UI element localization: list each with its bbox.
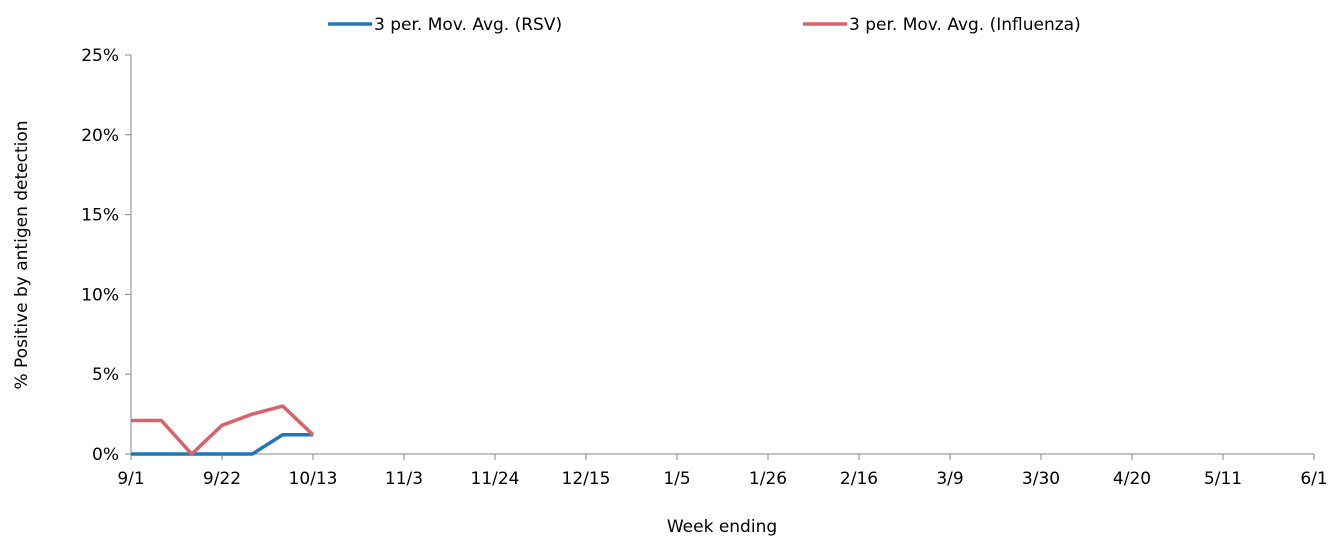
legend: 3 per. Mov. Avg. (RSV) 3 per. Mov. Avg. (…: [328, 15, 1081, 35]
x-tick-label: 1/26: [749, 469, 787, 489]
y-axis: 0% 5% 10% 15% 20% 25%: [81, 46, 132, 465]
x-tick-label: 12/15: [562, 469, 611, 489]
x-tick-label: 3/30: [1022, 469, 1060, 489]
legend-label-1: 3 per. Mov. Avg. (Influenza): [849, 15, 1081, 35]
y-tick-label: 20%: [81, 126, 119, 146]
x-tick-label: 11/24: [471, 469, 520, 489]
x-tick-label: 11/3: [385, 469, 423, 489]
x-tick-label: 9/1: [117, 469, 144, 489]
y-tick-label: 25%: [81, 46, 119, 66]
legend-label-0: 3 per. Mov. Avg. (RSV): [374, 15, 562, 35]
series-group: [131, 404, 315, 457]
y-tick-label: 0%: [92, 445, 119, 465]
x-axis-title: Week ending: [667, 517, 777, 537]
x-tick-label: 3/9: [936, 469, 963, 489]
y-axis-title: % Positive by antigen detection: [12, 120, 32, 389]
x-axis: 9/1 9/22 10/13 11/3 11/24 12/15 1/5 1/26 2/16 3/9…: [117, 453, 1328, 489]
series-line-0: [131, 433, 313, 456]
y-tick-label: 5%: [92, 365, 119, 385]
x-tick-label: 4/20: [1113, 469, 1151, 489]
y-tick-label: 10%: [81, 285, 119, 305]
x-tick-label: 6/1: [1300, 469, 1327, 489]
series-line-1: [131, 404, 315, 457]
x-tick-label: 1/5: [663, 469, 690, 489]
y-tick-label: 15%: [81, 206, 119, 226]
x-tick-label: 5/11: [1204, 469, 1242, 489]
x-tick-label: 2/16: [840, 469, 878, 489]
x-tick-label: 10/13: [289, 469, 338, 489]
x-tick-label: 9/22: [203, 469, 241, 489]
